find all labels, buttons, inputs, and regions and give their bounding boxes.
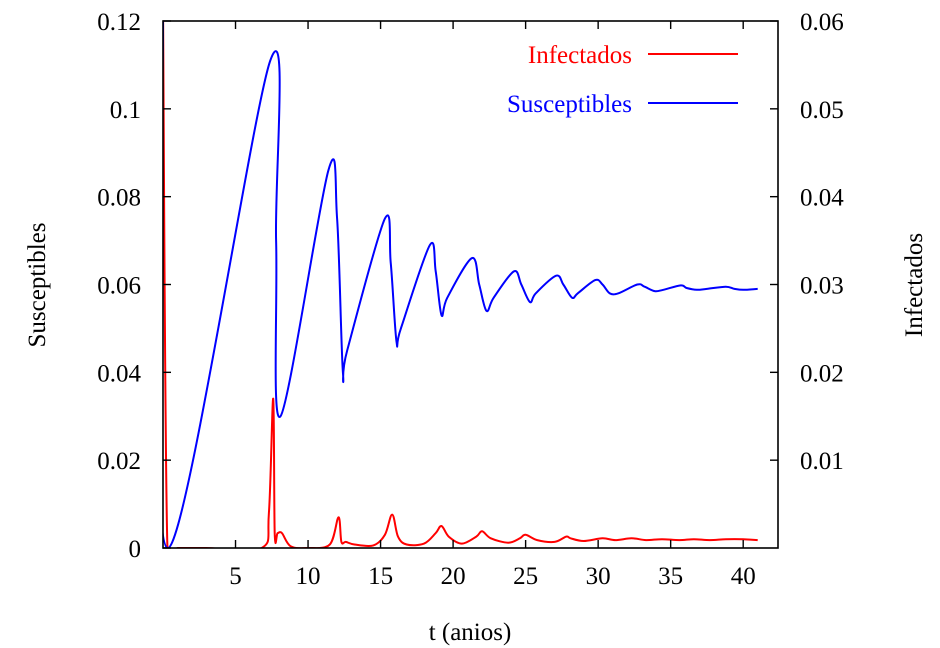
- series-line-infectados: [163, 21, 758, 548]
- legend-label-susceptibles: Susceptibles: [507, 91, 632, 118]
- y-tick-label: 0.04: [97, 360, 141, 387]
- y-axis-title: Susceptibles: [24, 223, 51, 348]
- x-tick-label: 15: [368, 563, 393, 590]
- y-tick-label: 0: [129, 536, 142, 563]
- y-tick-label: 0.1: [110, 97, 141, 124]
- x-tick-label: 40: [731, 563, 756, 590]
- x-axis-title: t (anios): [429, 619, 512, 646]
- x-tick-label: 30: [586, 563, 611, 590]
- y2-tick-label: 0.06: [800, 9, 844, 36]
- x-tick-label: 35: [658, 563, 683, 590]
- series-line-susceptibles: [163, 21, 758, 548]
- x-tick-label: 20: [441, 563, 466, 590]
- x-tick-label: 5: [229, 563, 242, 590]
- plot-lines: [163, 21, 758, 548]
- y2-tick-label: 0.01: [800, 448, 844, 475]
- y-tick-label: 0.02: [97, 448, 141, 475]
- y2-tick-label: 0.05: [800, 97, 844, 124]
- legend: Infectados Susceptibles: [507, 42, 738, 118]
- y-tick-label: 0.08: [97, 185, 141, 212]
- ticks: 5 10 15 20 25 30 35 40 0 0.02 0.04 0.06 0.08 0.1 0.12 0…: [97, 9, 844, 590]
- plot-frame: [162, 20, 779, 549]
- x-tick-label: 10: [296, 563, 321, 590]
- y-tick-label: 0.12: [97, 9, 141, 36]
- legend-label-infectados: Infectados: [528, 42, 632, 69]
- y2-tick-label: 0.04: [800, 185, 844, 212]
- y2-tick-label: 0.03: [800, 273, 844, 300]
- y-tick-label: 0.06: [97, 273, 141, 300]
- y2-tick-label: 0.02: [800, 360, 844, 387]
- x-tick-label: 25: [513, 563, 538, 590]
- y2-axis-title: Infectados: [901, 233, 928, 337]
